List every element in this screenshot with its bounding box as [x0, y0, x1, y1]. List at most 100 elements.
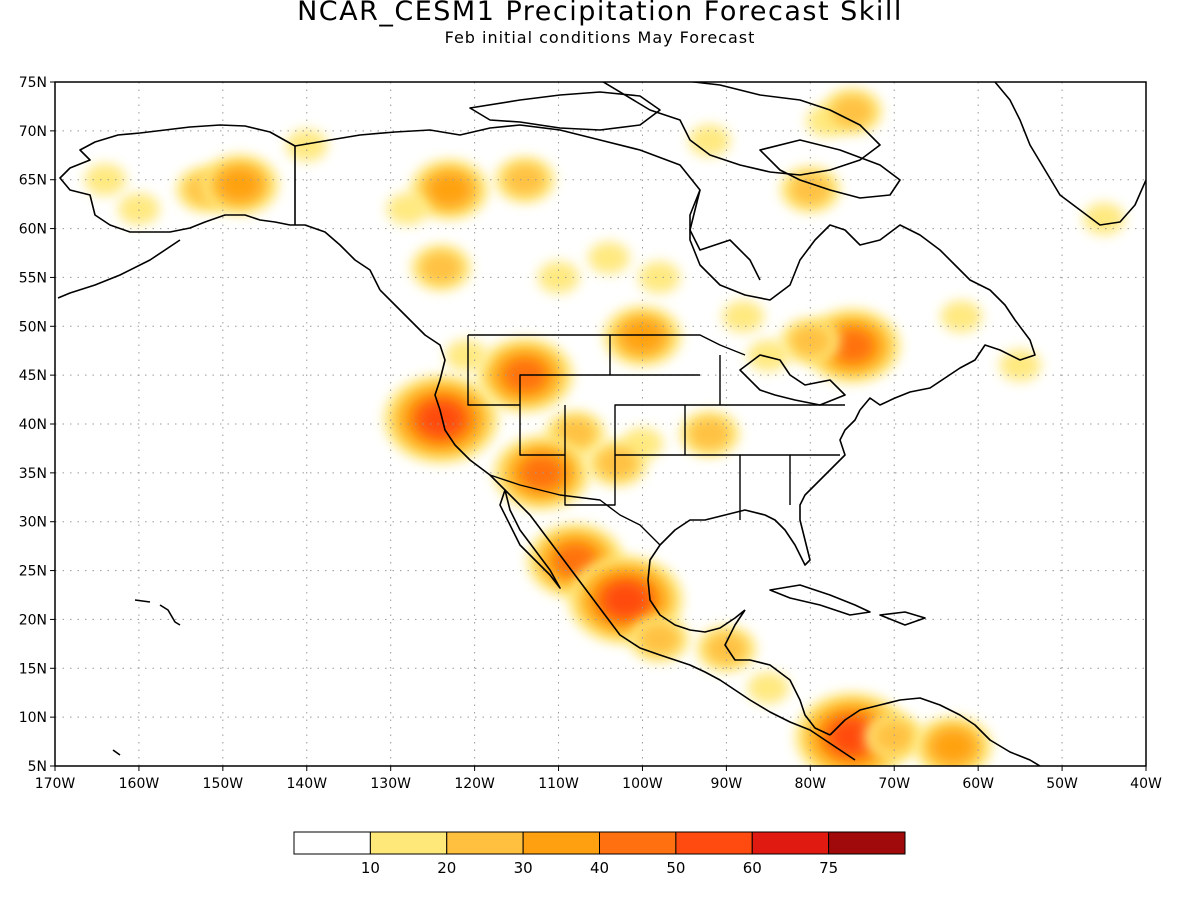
- political-borders: [467, 334, 845, 546]
- border-us-canada: [468, 334, 746, 356]
- lon-tick-label: 160W: [119, 776, 160, 792]
- skill-shading-layer: [84, 88, 1125, 766]
- lat-tick-label: 40N: [19, 417, 47, 433]
- skill-blob: [218, 168, 261, 201]
- skill-blob: [688, 124, 731, 157]
- lon-tick-label: 170W: [35, 776, 76, 792]
- colorbar-label: 50: [666, 859, 685, 877]
- latitude-labels: 5N 10N 15N 20N 25N 30N 35N 40N 45N 50N 55N 60N 65N 70…: [19, 75, 55, 775]
- small-island: [112, 749, 121, 756]
- arctic-islands-1: [469, 91, 661, 131]
- skill-blob: [588, 241, 630, 274]
- skill-blob: [747, 339, 790, 372]
- colorbar-label: 30: [514, 859, 533, 877]
- lat-tick-label: 60N: [19, 222, 47, 238]
- coastline-greenland: [994, 82, 1146, 226]
- skill-blob: [596, 447, 639, 480]
- skill-blob: [932, 730, 974, 763]
- colorbar-box: [751, 831, 830, 855]
- lon-tick-label: 150W: [203, 776, 244, 792]
- lat-tick-label: 65N: [19, 173, 47, 189]
- skill-blob: [604, 583, 647, 616]
- colorbar-label: 40: [590, 859, 609, 877]
- colorbar-box: [293, 831, 371, 855]
- skill-blob: [831, 95, 874, 128]
- lat-tick-label: 25N: [19, 564, 47, 580]
- skill-blob: [688, 417, 731, 450]
- colorbar-label: 60: [743, 859, 762, 877]
- skill-blob: [386, 193, 429, 226]
- lon-tick-label: 60W: [962, 776, 994, 792]
- map-title: NCAR_CESM1 Precipitation Forecast Skill: [297, 0, 903, 27]
- coastline-baja: [499, 489, 561, 589]
- lat-tick-label: 35N: [19, 466, 47, 482]
- lon-tick-label: 130W: [370, 776, 411, 792]
- arctic-islands-2: [601, 82, 881, 176]
- lon-tick-label: 110W: [538, 776, 579, 792]
- skill-blob: [789, 173, 832, 206]
- lat-tick-label: 45N: [19, 368, 47, 384]
- skill-blob: [831, 720, 874, 753]
- longitude-labels: 170W 160W 150W 140W 130W 120W 110W 100W 90W 80W 70…: [35, 766, 1162, 792]
- lat-tick-label: 10N: [19, 710, 47, 726]
- coastline-alaska: [59, 124, 381, 291]
- colorbar-box: [675, 831, 753, 855]
- colorbar-box: [599, 831, 677, 855]
- colorbar: 10 20 30 40 50 60 75: [293, 831, 906, 877]
- cuba: [769, 584, 871, 616]
- skill-blob: [504, 163, 546, 196]
- skill-blob: [789, 324, 832, 357]
- skill-blob: [638, 622, 681, 655]
- colorbar-label: 75: [819, 859, 838, 877]
- lon-tick-label: 40W: [1130, 776, 1162, 792]
- colorbar-box: [828, 831, 906, 855]
- lon-tick-label: 100W: [622, 776, 663, 792]
- lat-tick-label: 20N: [19, 612, 47, 628]
- coastline-pacific: [379, 289, 856, 761]
- skill-blob: [118, 193, 160, 226]
- great-lakes: [739, 354, 846, 406]
- lat-tick-label: 30N: [19, 515, 47, 531]
- coastline-us-east: [647, 409, 861, 633]
- colorbar-box: [369, 831, 448, 855]
- skill-blob: [420, 403, 462, 436]
- coastlines-and-borders: [57, 82, 1146, 766]
- skill-blob: [722, 300, 764, 333]
- skill-blob: [428, 173, 471, 206]
- baffin-island: [759, 139, 901, 199]
- coastline-aleutians: [57, 239, 181, 299]
- skill-blob: [420, 251, 462, 284]
- hispaniola: [879, 611, 926, 626]
- lon-tick-label: 140W: [286, 776, 327, 792]
- lat-tick-label: 70N: [19, 124, 47, 140]
- state-lines: [467, 335, 845, 520]
- lat-tick-label: 55N: [19, 270, 47, 286]
- skill-blob: [84, 163, 127, 196]
- colorbar-label: 10: [361, 859, 380, 877]
- colorbar-box: [522, 831, 600, 855]
- lon-tick-label: 90W: [711, 776, 743, 792]
- skill-blob: [705, 632, 748, 665]
- lat-tick-label: 15N: [19, 661, 47, 677]
- coastline-hudson-bay: [689, 189, 1036, 411]
- skill-blob: [1083, 202, 1125, 235]
- coastline-arctic-canada: [294, 124, 761, 281]
- skill-blob: [445, 339, 488, 372]
- lon-tick-label: 50W: [1046, 776, 1078, 792]
- skill-blob: [831, 329, 874, 362]
- colorbar-box: [446, 831, 524, 855]
- lat-tick-label: 50N: [19, 319, 47, 335]
- lon-tick-label: 80W: [794, 776, 826, 792]
- lon-tick-label: 70W: [878, 776, 910, 792]
- colorbar-label: 20: [437, 859, 456, 877]
- skill-blob: [520, 456, 563, 489]
- skill-blob: [873, 720, 916, 753]
- skill-blob: [940, 300, 983, 333]
- skill-blob: [999, 349, 1041, 382]
- lon-tick-label: 120W: [454, 776, 495, 792]
- lat-tick-label: 5N: [28, 759, 47, 775]
- hawaii: [134, 599, 181, 626]
- coastline-south-america: [829, 697, 1041, 766]
- border-us-mexico: [489, 474, 661, 546]
